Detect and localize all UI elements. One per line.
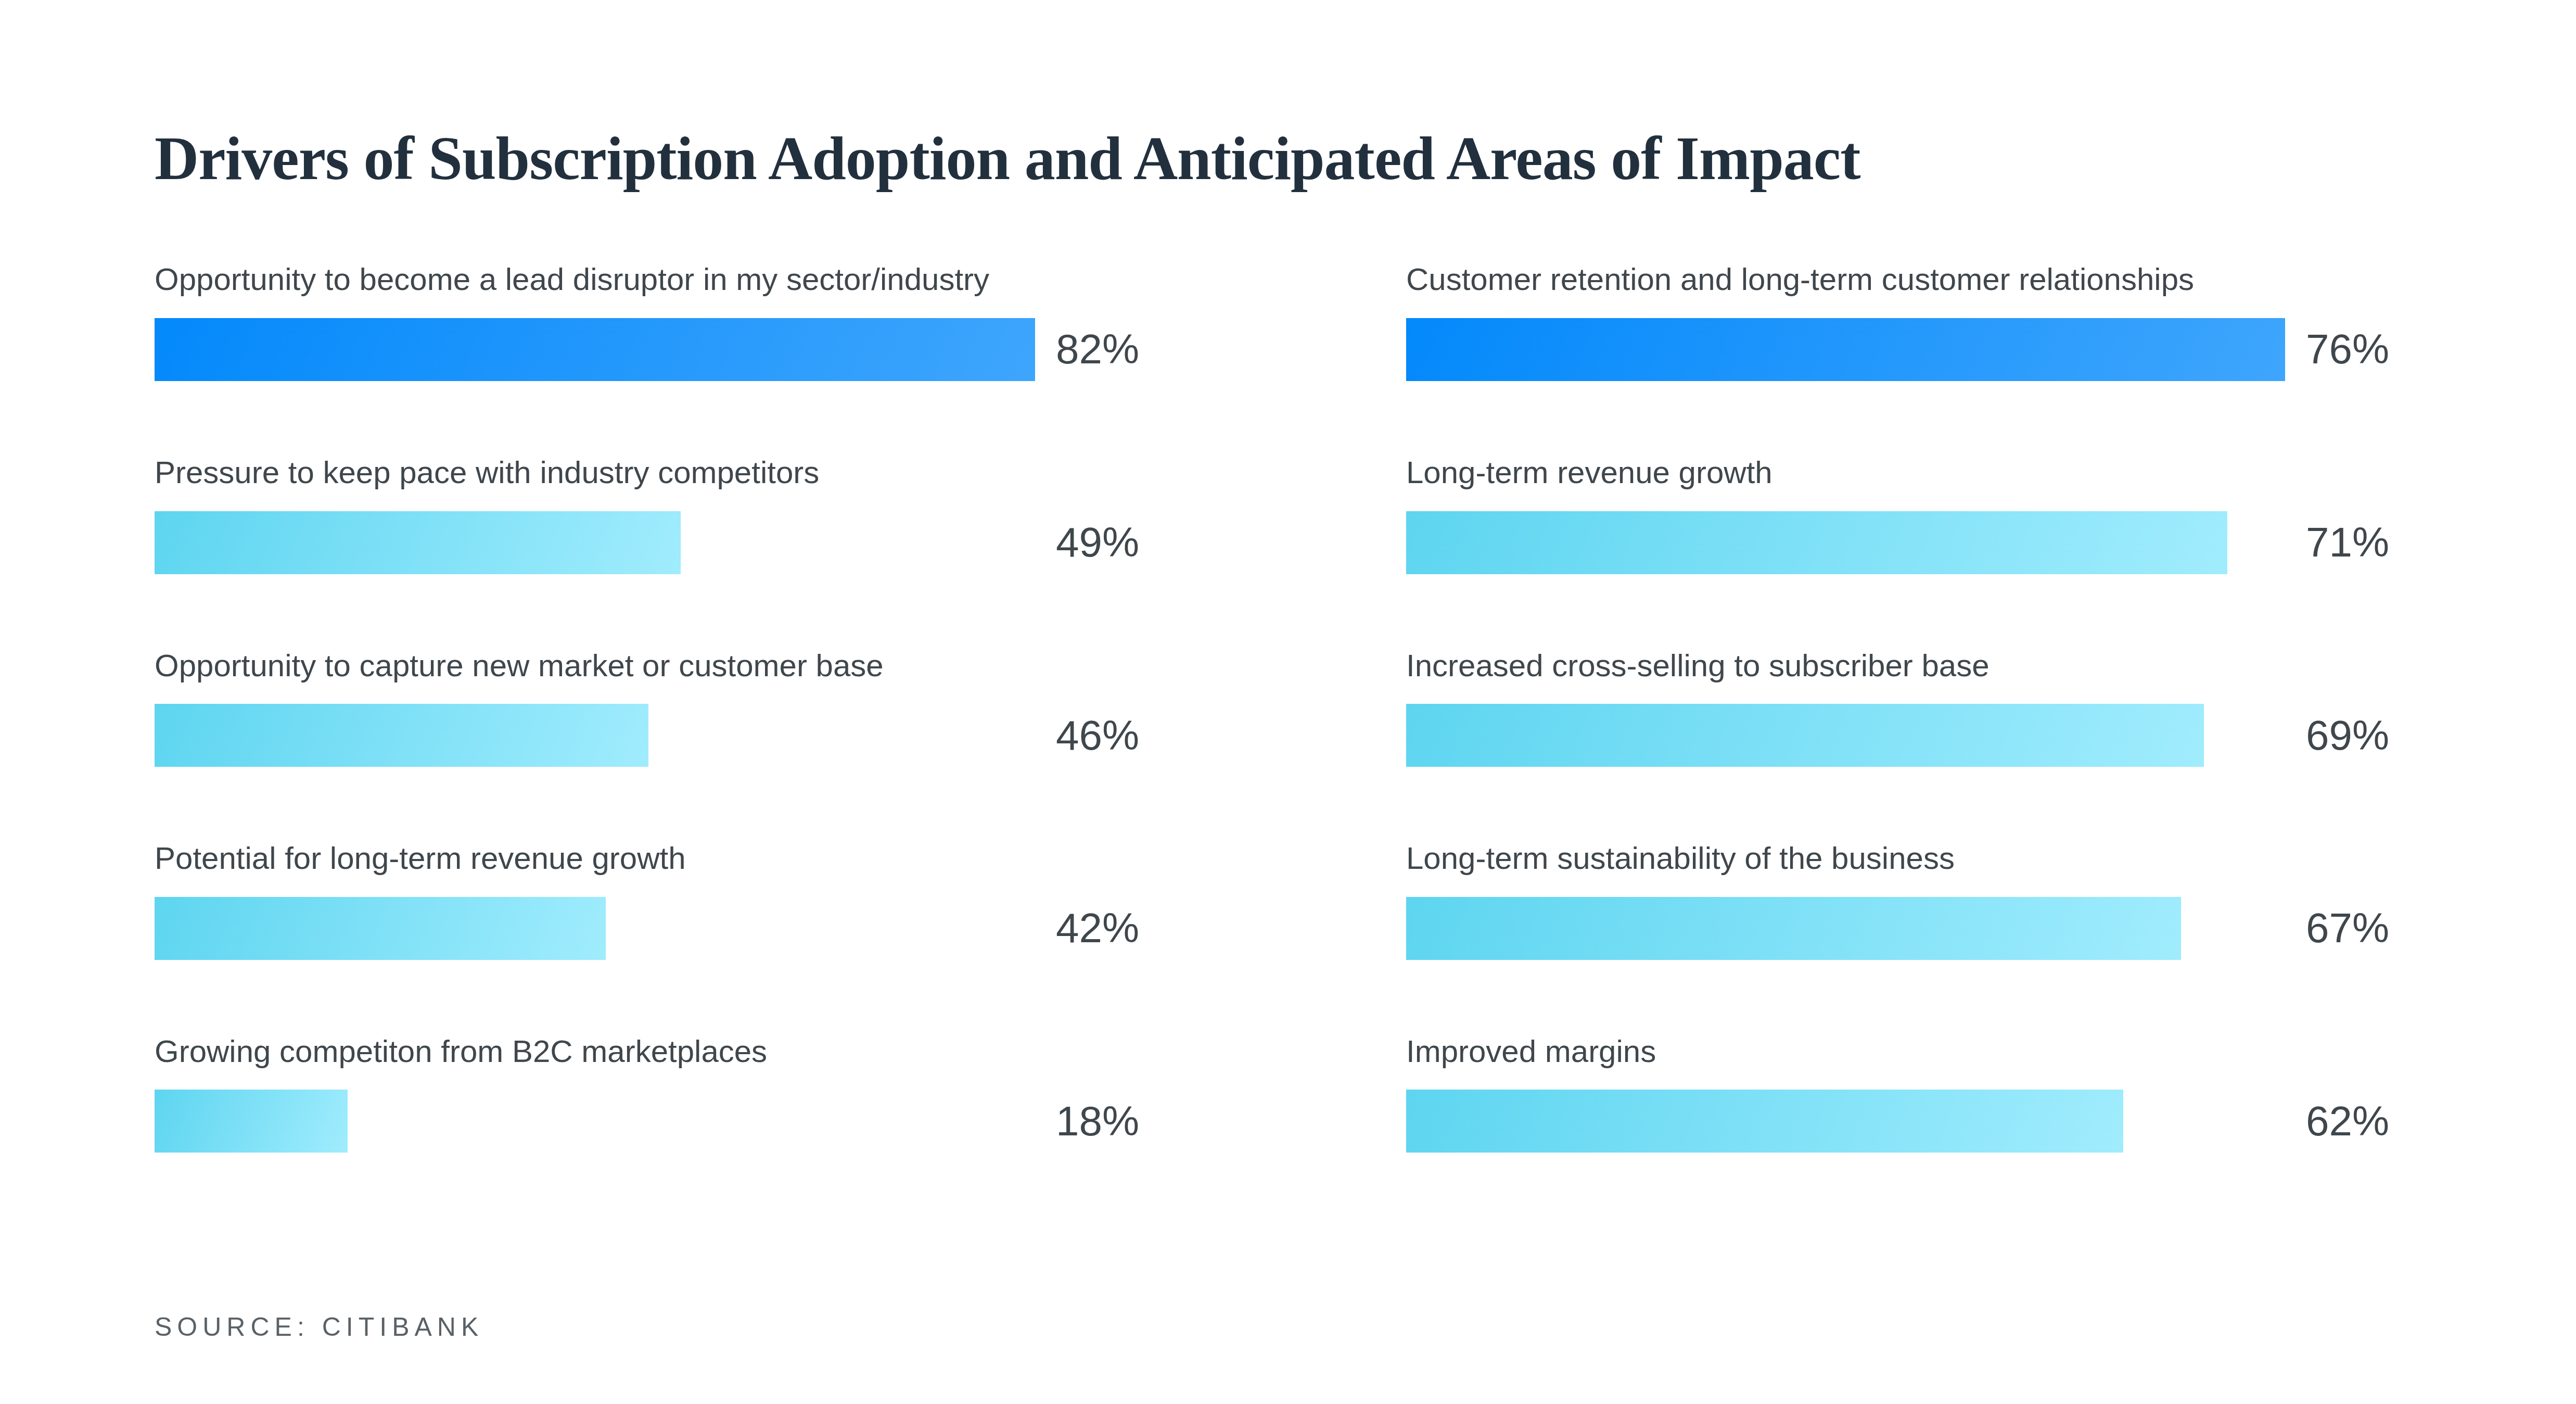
bar-value: 62%	[2306, 1097, 2389, 1145]
bar-value: 46%	[1056, 712, 1139, 760]
bar	[1406, 318, 2285, 381]
bar-track	[1406, 318, 2285, 381]
bar-value: 71%	[2306, 518, 2389, 566]
bar-value: 67%	[2306, 904, 2389, 952]
chart-title: Drivers of Subscription Adoption and Ant…	[155, 119, 2576, 198]
bar	[1406, 511, 2227, 574]
bar-line: 18%	[155, 1090, 1406, 1153]
bar-row: Opportunity to become a lead disruptor i…	[155, 260, 1406, 381]
bar-label: Customer retention and long-term custome…	[1406, 260, 2576, 299]
bar-row: Improved margins 62%	[1406, 1032, 2576, 1153]
bar-track	[1406, 897, 2285, 960]
bar-row: Opportunity to capture new market or cus…	[155, 646, 1406, 767]
bar-line: 76%	[1406, 318, 2576, 381]
chart-columns: Opportunity to become a lead disruptor i…	[155, 260, 2576, 1224]
chart-page: Drivers of Subscription Adoption and Ant…	[0, 0, 2576, 1404]
bar-label: Long-term sustainability of the business	[1406, 839, 2576, 878]
bar	[1406, 897, 2181, 960]
bar-row: Long-term revenue growth 71%	[1406, 453, 2576, 574]
bar-track	[155, 1090, 1035, 1153]
bar-value: 42%	[1056, 904, 1139, 952]
bar-line: 71%	[1406, 511, 2576, 574]
bar-label: Pressure to keep pace with industry comp…	[155, 453, 1406, 492]
bar-row: Increased cross-selling to subscriber ba…	[1406, 646, 2576, 767]
bar	[155, 1090, 348, 1153]
column-impact-areas: Customer retention and long-term custome…	[1406, 260, 2576, 1224]
bar-track	[155, 704, 1035, 767]
bar-label: Potential for long-term revenue growth	[155, 839, 1406, 878]
bar-track	[1406, 1090, 2285, 1153]
bar	[155, 897, 606, 960]
bar	[155, 704, 648, 767]
bar	[155, 318, 1035, 381]
bar-value: 76%	[2306, 325, 2389, 373]
bar-label: Opportunity to capture new market or cus…	[155, 646, 1406, 686]
bar-value: 49%	[1056, 518, 1139, 566]
bar-line: 67%	[1406, 897, 2576, 960]
bar-value: 18%	[1056, 1097, 1139, 1145]
bar	[1406, 1090, 2123, 1153]
bar-label: Opportunity to become a lead disruptor i…	[155, 260, 1406, 299]
column-adoption-drivers: Opportunity to become a lead disruptor i…	[155, 260, 1406, 1224]
bar-line: 69%	[1406, 704, 2576, 767]
bar-value: 69%	[2306, 712, 2389, 760]
bar-line: 49%	[155, 511, 1406, 574]
bar-track	[155, 897, 1035, 960]
bar-row: Growing competiton from B2C marketplaces…	[155, 1032, 1406, 1153]
bar-line: 42%	[155, 897, 1406, 960]
bar-value: 82%	[1056, 325, 1139, 373]
bar-label: Long-term revenue growth	[1406, 453, 2576, 492]
bar-label: Increased cross-selling to subscriber ba…	[1406, 646, 2576, 686]
bar-row: Potential for long-term revenue growth 4…	[155, 839, 1406, 960]
bar-row: Pressure to keep pace with industry comp…	[155, 453, 1406, 574]
bar-track	[155, 511, 1035, 574]
bar-line: 82%	[155, 318, 1406, 381]
bar-line: 62%	[1406, 1090, 2576, 1153]
bar-track	[155, 318, 1035, 381]
bar-track	[1406, 511, 2285, 574]
bar-row: Customer retention and long-term custome…	[1406, 260, 2576, 381]
bar-track	[1406, 704, 2285, 767]
bar	[155, 511, 681, 574]
bar	[1406, 704, 2204, 767]
bar-label: Improved margins	[1406, 1032, 2576, 1071]
bar-label: Growing competiton from B2C marketplaces	[155, 1032, 1406, 1071]
source-note: SOURCE: CITIBANK	[155, 1312, 2576, 1342]
bar-row: Long-term sustainability of the business…	[1406, 839, 2576, 960]
bar-line: 46%	[155, 704, 1406, 767]
